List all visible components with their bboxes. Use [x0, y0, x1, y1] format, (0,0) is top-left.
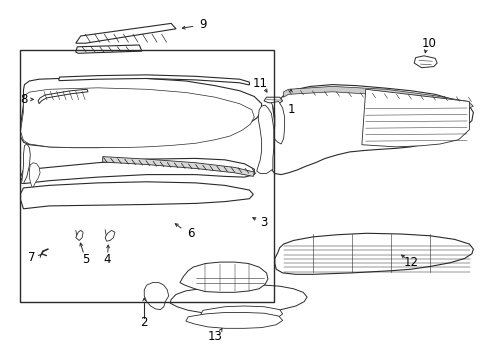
Polygon shape [20, 182, 253, 209]
Polygon shape [361, 89, 468, 147]
Polygon shape [59, 75, 249, 85]
Polygon shape [76, 23, 176, 43]
Polygon shape [200, 306, 282, 321]
Polygon shape [274, 233, 472, 274]
Polygon shape [20, 77, 261, 148]
Polygon shape [20, 88, 254, 148]
Polygon shape [76, 45, 142, 53]
Text: 5: 5 [81, 253, 89, 266]
Polygon shape [29, 163, 40, 187]
Polygon shape [264, 97, 282, 104]
Text: 7: 7 [28, 251, 36, 264]
Polygon shape [256, 105, 273, 174]
Text: 2: 2 [140, 316, 148, 329]
Polygon shape [271, 102, 284, 144]
Text: 10: 10 [421, 37, 436, 50]
Polygon shape [102, 157, 254, 176]
Text: 8: 8 [20, 93, 27, 106]
Polygon shape [105, 230, 115, 241]
Polygon shape [38, 89, 88, 104]
Text: 3: 3 [260, 216, 267, 229]
Text: 1: 1 [286, 103, 294, 116]
Text: 12: 12 [403, 256, 417, 269]
Text: 13: 13 [207, 330, 222, 343]
Polygon shape [76, 230, 83, 240]
Polygon shape [20, 158, 254, 184]
Text: 4: 4 [103, 253, 111, 266]
Polygon shape [283, 86, 472, 108]
Polygon shape [170, 285, 306, 314]
Text: 6: 6 [186, 227, 194, 240]
Text: 11: 11 [252, 77, 267, 90]
Bar [20, 50, 273, 302]
Polygon shape [269, 85, 472, 175]
Text: 9: 9 [199, 18, 206, 31]
Polygon shape [185, 312, 282, 328]
Polygon shape [21, 144, 30, 184]
Polygon shape [180, 262, 267, 292]
Polygon shape [144, 283, 168, 310]
Polygon shape [413, 56, 436, 68]
